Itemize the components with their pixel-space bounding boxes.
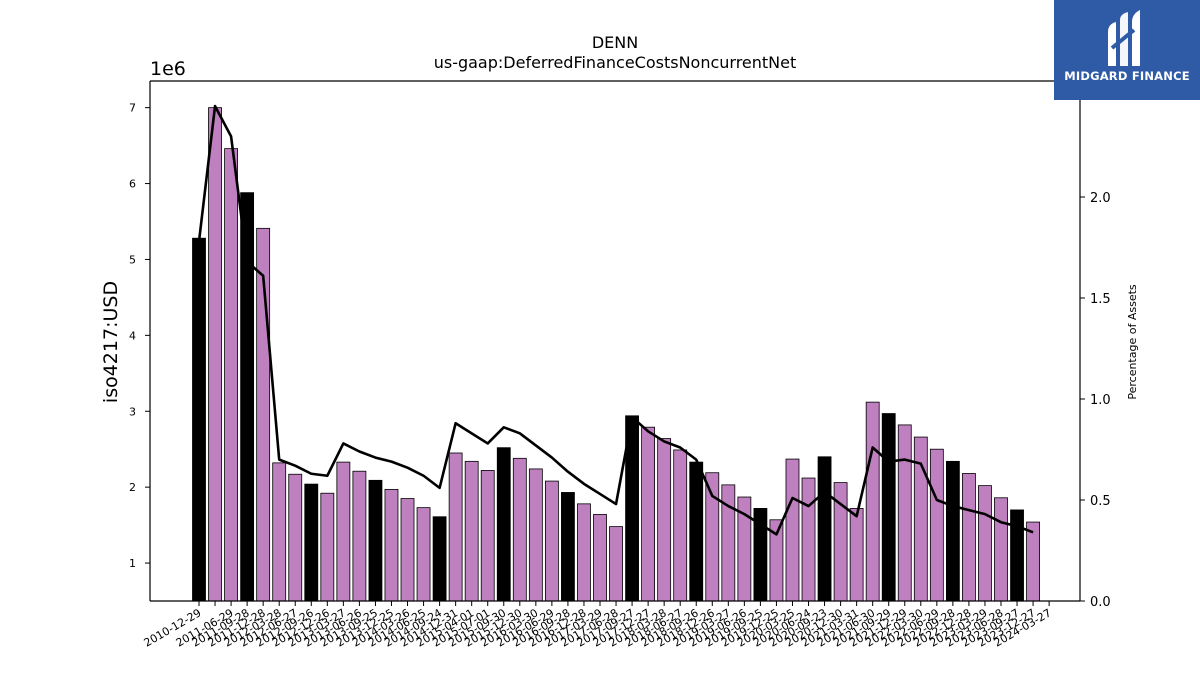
bar (512, 457, 527, 602)
y2-axis-label: Percentage of Assets (1126, 284, 1139, 400)
bar (432, 516, 447, 602)
bar (320, 492, 335, 602)
bar (272, 462, 287, 602)
y-tick-label: 3 (129, 405, 136, 418)
bar (817, 456, 832, 602)
y-tick-label: 5 (129, 253, 136, 266)
y2-tick-label: 1.0 (1090, 393, 1111, 408)
bar (673, 449, 688, 602)
bar (641, 426, 656, 602)
y-tick-label: 4 (129, 329, 136, 342)
bar (1026, 521, 1040, 602)
bar (368, 479, 383, 602)
bar (528, 468, 543, 602)
y2-tick-label: 0.0 (1090, 595, 1111, 610)
y-tick-label: 6 (129, 178, 136, 191)
brand-logo: MIDGARD FINANCE (1054, 0, 1200, 100)
bar (1010, 509, 1024, 602)
bar (400, 498, 415, 602)
y2-tick-label: 2.0 (1090, 191, 1111, 206)
y2-ticks-group: 0.0 0.5 1.0 1.5 2.0 (1080, 191, 1111, 610)
bar (785, 458, 800, 602)
y-offset-label: 1e6 (150, 58, 186, 80)
bar (657, 438, 672, 602)
bar (496, 447, 511, 602)
bar (336, 461, 351, 602)
y-ticks-group: 1 2 3 4 5 6 7 (129, 102, 150, 570)
bar (192, 237, 206, 602)
bar (208, 107, 222, 602)
y2-tick-label: 1.5 (1090, 292, 1111, 307)
y-tick-label: 2 (129, 481, 136, 494)
bar (480, 470, 495, 602)
bar (448, 452, 463, 602)
bar (352, 470, 367, 602)
bar (705, 472, 720, 602)
bar (994, 497, 1008, 602)
bar (384, 489, 399, 602)
line-group (197, 104, 1034, 536)
bar (544, 480, 559, 602)
bar (897, 424, 912, 602)
axes-group (149, 80, 1081, 602)
y-axis-label: iso4217:USD (100, 281, 122, 403)
bar (849, 507, 864, 602)
bar (865, 401, 880, 602)
percentage-line (197, 104, 1034, 536)
bar (561, 492, 575, 602)
bars-group (192, 107, 1040, 602)
y-tick-label: 1 (129, 557, 136, 570)
bar (689, 461, 704, 602)
bar (304, 483, 319, 602)
bar (962, 473, 976, 602)
y2-tick-label: 0.5 (1090, 494, 1111, 509)
bar (881, 413, 896, 602)
bar (593, 514, 607, 602)
bar (464, 460, 479, 602)
bar (224, 148, 238, 602)
bar (577, 503, 591, 602)
chart-title: DENN (592, 33, 638, 52)
bar (609, 526, 623, 602)
bar (929, 448, 944, 602)
chart-subtitle: us-gaap:DeferredFinanceCostsNoncurrentNe… (434, 53, 797, 72)
bar (978, 485, 992, 602)
bar (945, 460, 960, 602)
x-ticks-group: 2010-12-292011-06-292011-09-282011-12-28… (142, 601, 1054, 650)
y-tick-label: 7 (129, 102, 136, 115)
logo-mark-icon (1108, 10, 1140, 66)
bar (801, 477, 816, 602)
bar (288, 473, 303, 602)
logo-text: MIDGARD FINANCE (1064, 69, 1190, 83)
bar (416, 507, 431, 602)
